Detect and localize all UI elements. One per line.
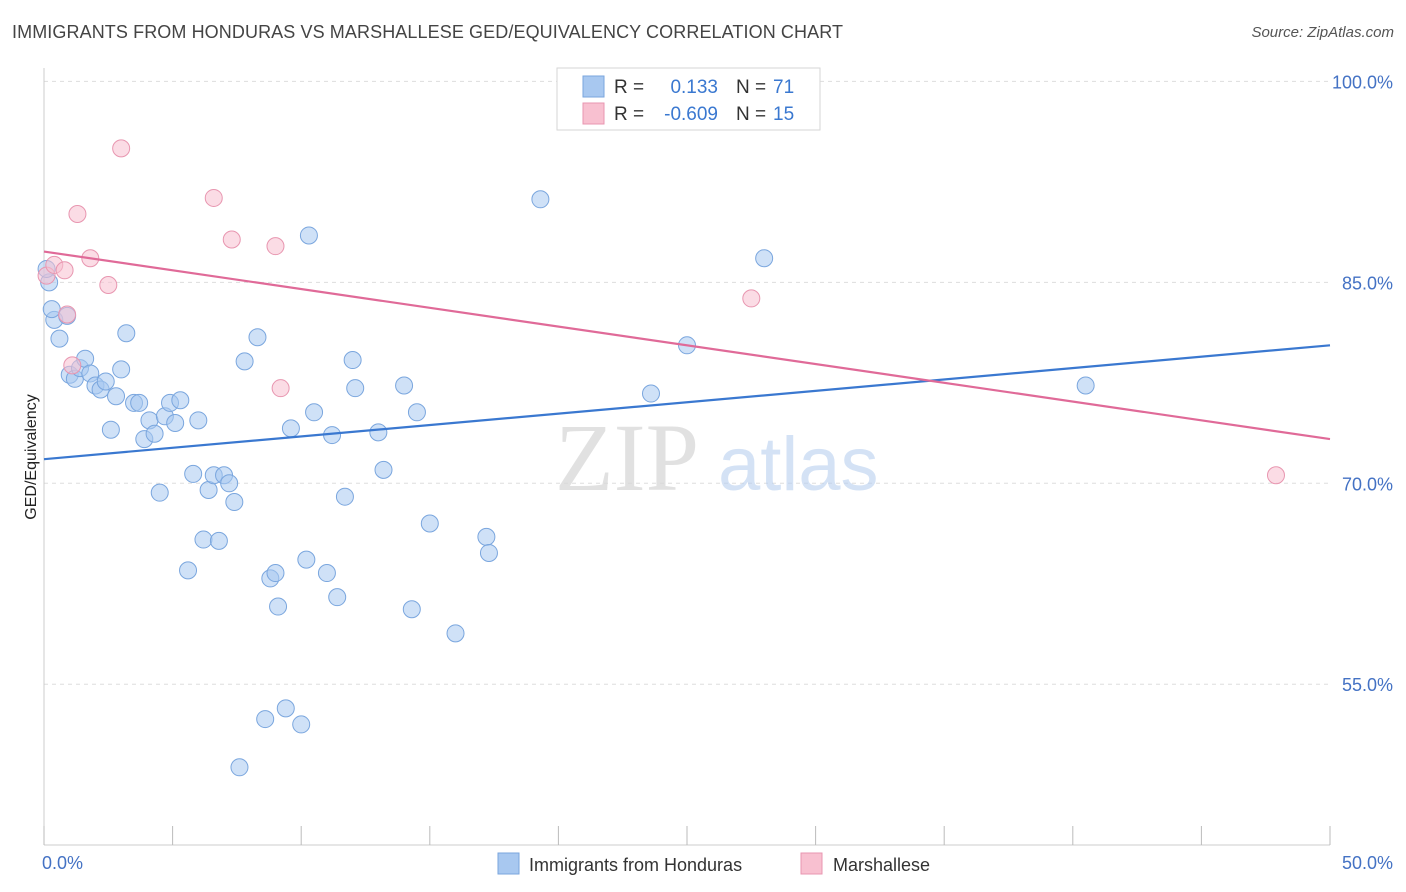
legend-label-marshallese: Marshallese — [833, 855, 930, 875]
y-tick-label: 70.0% — [1342, 474, 1393, 494]
point-honduras — [305, 403, 324, 422]
watermark: ZIP atlas — [555, 404, 879, 511]
legend-label-honduras: Immigrants from Honduras — [529, 855, 742, 875]
point-honduras — [230, 758, 249, 777]
point-honduras — [266, 564, 285, 583]
stats-legend-swatch-honduras — [582, 75, 605, 98]
point-honduras — [112, 360, 131, 379]
point-honduras — [150, 483, 169, 502]
point-honduras — [374, 460, 393, 479]
point-honduras — [248, 328, 267, 347]
point-marshallese — [63, 356, 82, 375]
point-honduras — [1076, 376, 1095, 395]
y-tick-label: 85.0% — [1342, 273, 1393, 293]
point-honduras — [101, 420, 120, 439]
stats-legend: R = 0.133 N = 71 R = -0.609 N = 15 — [556, 67, 821, 131]
point-honduras — [189, 411, 208, 430]
points-layer — [37, 139, 1285, 777]
point-honduras — [209, 531, 228, 550]
point-honduras — [184, 464, 203, 483]
stats-r-value-honduras: 0.133 — [670, 77, 718, 98]
point-honduras — [269, 597, 288, 616]
point-honduras — [117, 324, 136, 343]
point-honduras — [343, 351, 362, 370]
point-marshallese — [271, 379, 290, 398]
trend-layer — [43, 250, 1331, 461]
point-honduras — [395, 376, 414, 395]
point-honduras — [225, 493, 244, 512]
point-marshallese — [68, 205, 87, 224]
stats-r-label-honduras: R = — [614, 77, 644, 98]
point-honduras — [346, 379, 365, 398]
point-honduras — [369, 423, 388, 442]
y-axis-title: GED/Equivalency — [23, 394, 40, 519]
point-honduras — [299, 226, 318, 245]
stats-legend-swatch-marshallese — [582, 102, 605, 125]
point-honduras — [50, 329, 69, 348]
point-marshallese — [55, 261, 74, 280]
grid-layer — [44, 80, 1330, 685]
chart-title: IMMIGRANTS FROM HONDURAS VS MARSHALLESE … — [12, 22, 844, 42]
point-honduras — [292, 715, 311, 734]
stats-r-label-marshallese: R = — [614, 104, 644, 125]
point-honduras — [317, 564, 336, 583]
point-honduras — [531, 190, 550, 209]
point-honduras — [446, 624, 465, 643]
point-marshallese — [222, 230, 241, 249]
legend-swatch-marshallese — [800, 852, 823, 875]
point-honduras — [179, 561, 198, 580]
point-honduras — [107, 387, 126, 406]
trendline-honduras — [43, 344, 1331, 461]
x-tick-label-max: 50.0% — [1342, 853, 1393, 873]
chart-source: Source: ZipAtlas.com — [1251, 24, 1394, 41]
point-honduras — [281, 419, 300, 438]
watermark-atlas: atlas — [718, 422, 879, 507]
point-marshallese — [58, 305, 77, 324]
point-honduras — [171, 391, 190, 410]
legend-swatch-honduras — [497, 852, 520, 875]
point-honduras — [42, 300, 61, 319]
x-ticks — [43, 826, 1331, 845]
point-honduras — [328, 588, 347, 607]
point-honduras — [755, 249, 774, 268]
point-marshallese — [112, 139, 131, 158]
y-tick-labels: 100.0% 85.0% 70.0% 55.0% — [1332, 72, 1393, 695]
trendline-marshallese — [43, 250, 1331, 441]
point-marshallese — [742, 289, 761, 308]
watermark-zip: ZIP — [555, 404, 699, 511]
bottom-legend: Immigrants from Honduras Marshallese — [497, 852, 930, 875]
stats-n-label-marshallese: N = — [736, 104, 766, 125]
point-marshallese — [1266, 466, 1285, 485]
point-honduras — [145, 424, 164, 443]
point-honduras — [420, 514, 439, 533]
stats-n-value-honduras: 71 — [773, 77, 794, 98]
stats-n-label-honduras: N = — [736, 77, 766, 98]
stats-r-value-marshallese: -0.609 — [664, 104, 718, 125]
point-honduras — [276, 699, 295, 718]
point-honduras — [166, 414, 185, 433]
y-tick-label: 55.0% — [1342, 675, 1393, 695]
point-honduras — [235, 352, 254, 371]
point-honduras — [335, 487, 354, 506]
point-honduras — [96, 372, 115, 391]
point-marshallese — [266, 237, 285, 256]
stats-n-value-marshallese: 15 — [773, 104, 794, 125]
point-marshallese — [99, 276, 118, 295]
point-honduras — [407, 403, 426, 422]
point-honduras — [477, 527, 496, 546]
point-marshallese — [204, 188, 223, 207]
point-honduras — [256, 710, 275, 729]
x-tick-label-min: 0.0% — [42, 853, 83, 873]
y-tick-label: 100.0% — [1332, 72, 1393, 92]
point-honduras — [220, 474, 239, 493]
point-honduras — [402, 600, 421, 619]
point-honduras — [194, 530, 213, 549]
point-honduras — [297, 550, 316, 569]
point-honduras — [479, 543, 498, 562]
point-honduras — [130, 393, 149, 412]
point-honduras — [641, 384, 660, 403]
